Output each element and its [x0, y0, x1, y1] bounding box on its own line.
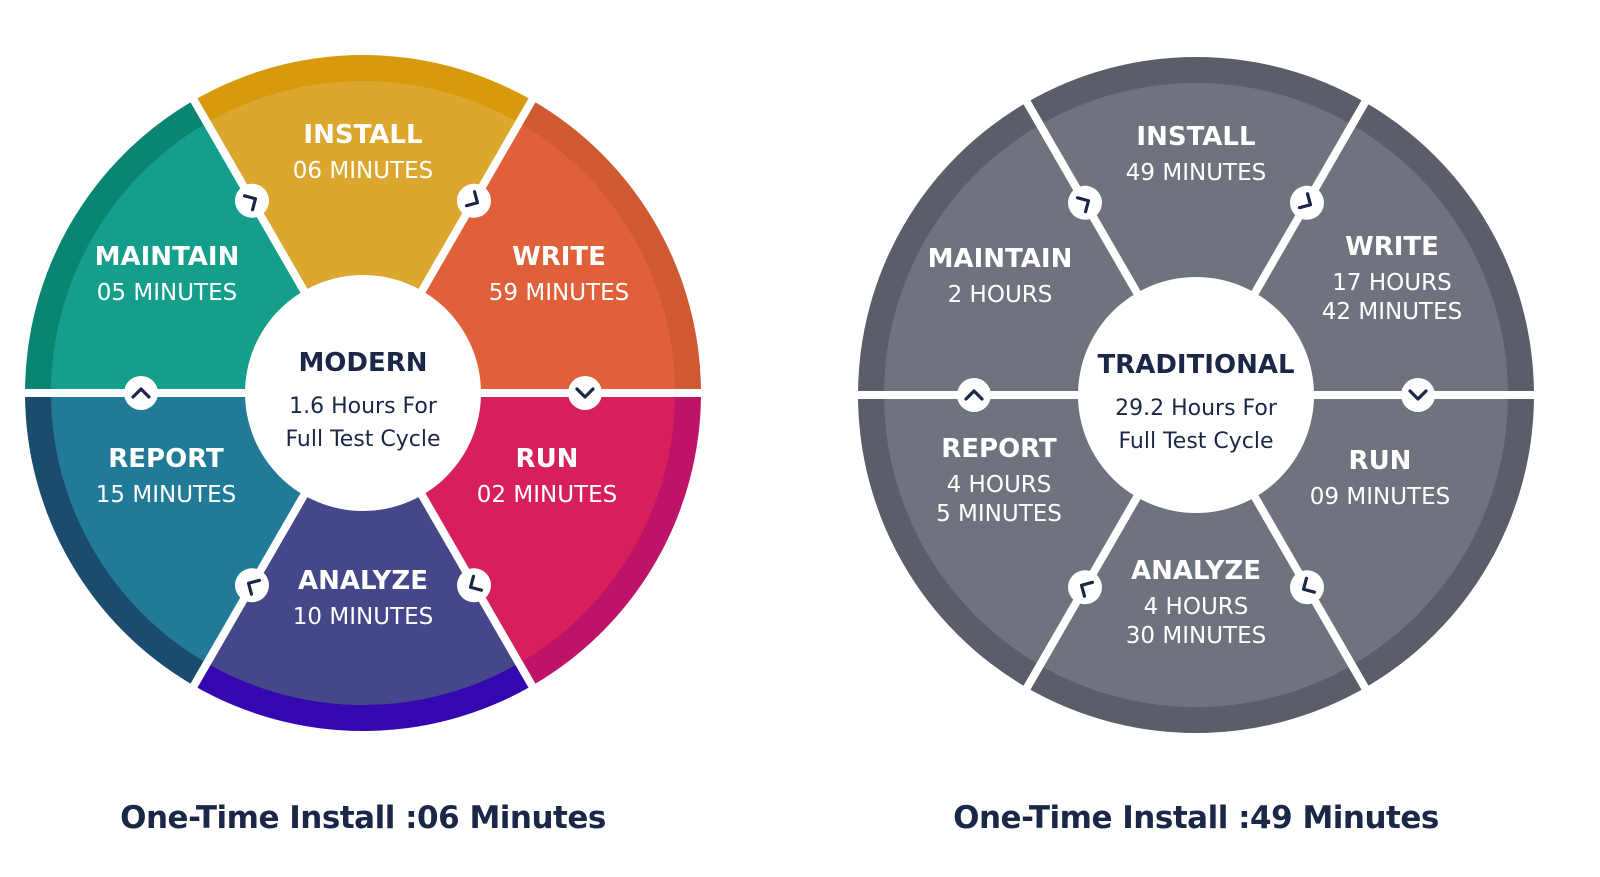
chevron-clockwise-icon — [957, 378, 991, 412]
segment-analyze — [207, 393, 519, 706]
segment-install — [207, 81, 519, 393]
segment-maintain-value: 05 MINUTES — [97, 280, 237, 306]
segment-analyze-value: 4 HOURS — [1144, 594, 1249, 620]
segment-analyze — [1040, 395, 1352, 707]
chevron-clockwise-icon — [124, 376, 158, 410]
segment-write-value: 17 HOURS — [1332, 270, 1451, 296]
segment-install-label: INSTALL — [1136, 122, 1255, 152]
segment-write-value: 59 MINUTES — [489, 280, 629, 306]
segment-maintain-label: MAINTAIN — [928, 244, 1073, 274]
segment-analyze-label: ANALYZE — [1131, 556, 1261, 586]
segment-run-value: 02 MINUTES — [477, 482, 617, 508]
segment-report-value: 15 MINUTES — [96, 482, 236, 508]
chevron-clockwise-icon — [235, 568, 269, 603]
chevron-clockwise-icon — [1290, 185, 1324, 220]
segment-write-label: WRITE — [512, 242, 606, 272]
segment-write-value: 42 MINUTES — [1322, 299, 1462, 325]
segment-run-label: RUN — [1349, 446, 1412, 476]
center-title: TRADITIONAL — [1097, 350, 1294, 380]
center-title: MODERN — [298, 348, 427, 378]
segment-maintain-value: 2 HOURS — [948, 282, 1053, 308]
center-subtitle: Full Test Cycle — [285, 427, 440, 452]
segment-install-value: 49 MINUTES — [1126, 160, 1266, 186]
center-subtitle: 29.2 Hours For — [1115, 396, 1278, 421]
chevron-clockwise-icon — [1068, 185, 1102, 220]
center-circle — [1078, 277, 1314, 513]
center-subtitle: Full Test Cycle — [1118, 429, 1273, 454]
chevron-clockwise-icon — [568, 376, 602, 410]
chevron-clockwise-icon — [457, 568, 491, 603]
segment-maintain-label: MAINTAIN — [95, 242, 240, 272]
chevron-clockwise-icon — [1401, 378, 1435, 412]
segment-analyze-value: 10 MINUTES — [293, 604, 433, 630]
center-circle — [245, 275, 481, 511]
chevron-clockwise-icon — [457, 183, 491, 218]
modern-wheel: INSTALL 06 MINUTES WRITE 59 MINUTES RUN 02 MI… — [21, 54, 705, 731]
segment-report-label: REPORT — [941, 434, 1057, 464]
segment-run-label: RUN — [516, 444, 579, 474]
segment-install-value: 06 MINUTES — [293, 158, 433, 184]
center-subtitle: 1.6 Hours For — [289, 394, 438, 419]
modern-caption: One-Time Install :06 Minutes — [120, 800, 606, 836]
segment-report-label: REPORT — [108, 444, 224, 474]
segment-analyze-value: 30 MINUTES — [1126, 623, 1266, 649]
segment-install — [1040, 82, 1352, 395]
segment-write-label: WRITE — [1345, 232, 1439, 262]
chevron-clockwise-icon — [1068, 570, 1102, 605]
segment-report-value: 5 MINUTES — [936, 501, 1062, 527]
chevron-clockwise-icon — [1290, 570, 1324, 605]
segment-report-value: 4 HOURS — [947, 472, 1052, 498]
chevron-clockwise-icon — [235, 183, 269, 218]
segment-analyze-label: ANALYZE — [298, 566, 428, 596]
segment-run-value: 09 MINUTES — [1310, 484, 1450, 510]
traditional-wheel: INSTALL 49 MINUTES WRITE 17 HOURS 42 MINUTES… — [854, 56, 1538, 733]
traditional-caption: One-Time Install :49 Minutes — [953, 800, 1439, 836]
segment-install-label: INSTALL — [303, 120, 422, 150]
